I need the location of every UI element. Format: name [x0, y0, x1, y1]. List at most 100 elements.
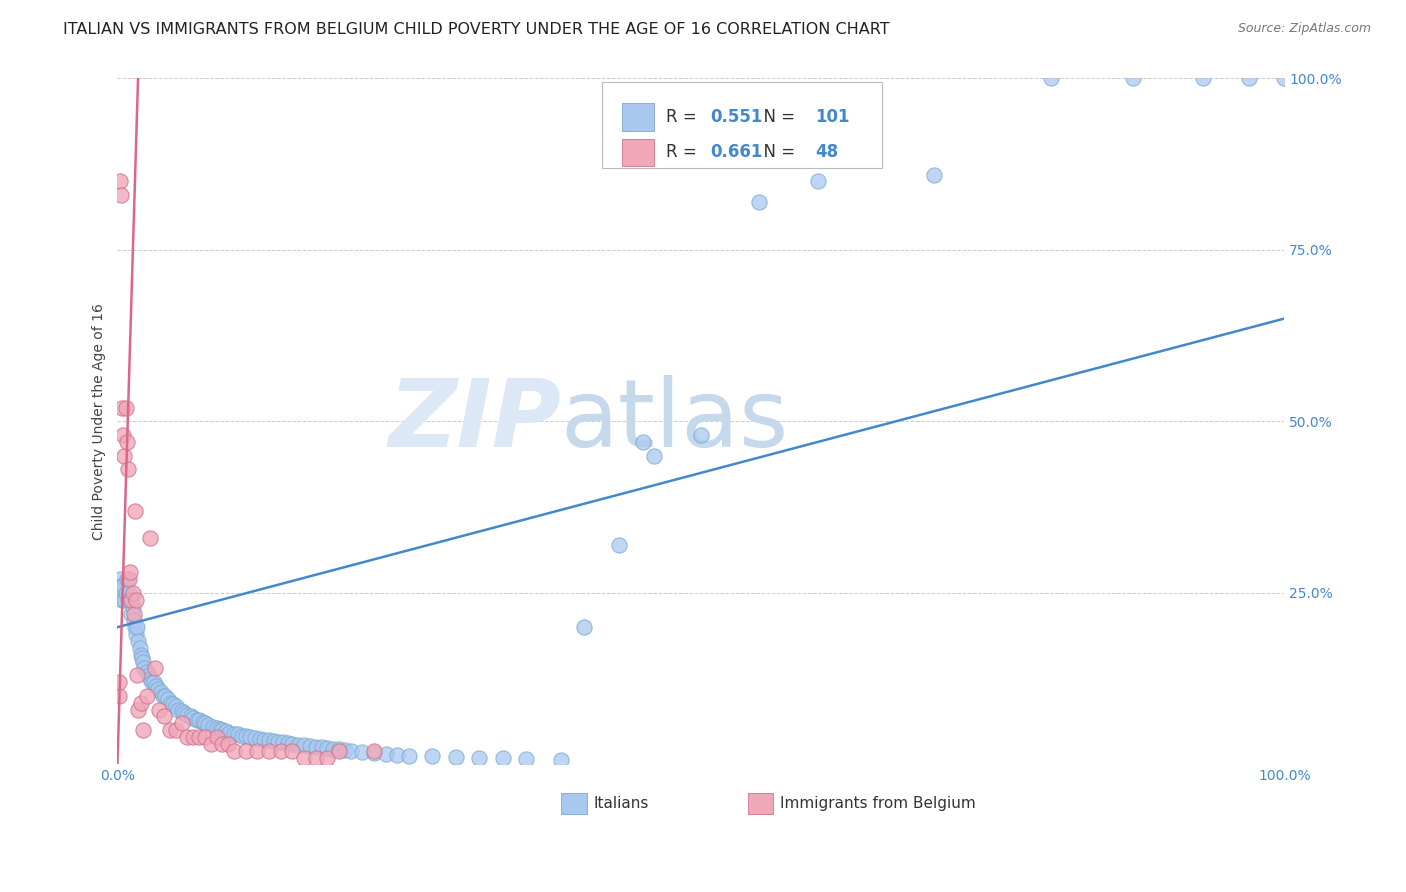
Point	[263, 734, 285, 748]
Text: N =: N =	[754, 144, 801, 161]
FancyBboxPatch shape	[621, 138, 654, 166]
Point	[127, 634, 149, 648]
Point	[160, 696, 183, 710]
Text: 101: 101	[815, 108, 849, 126]
Point	[491, 751, 513, 765]
Point	[202, 720, 225, 734]
Point	[211, 737, 233, 751]
Point	[115, 435, 138, 450]
Point	[200, 737, 222, 751]
Point	[112, 579, 135, 593]
Point	[515, 752, 537, 766]
Point	[120, 566, 142, 580]
Point	[235, 744, 257, 758]
Point	[142, 675, 165, 690]
Point	[129, 648, 152, 662]
Point	[176, 730, 198, 744]
Point	[170, 716, 193, 731]
Point	[363, 744, 385, 758]
Point	[170, 704, 193, 718]
Point	[148, 702, 170, 716]
Point	[114, 586, 136, 600]
Point	[115, 572, 138, 586]
Point	[114, 592, 136, 607]
Point	[114, 449, 136, 463]
Point	[132, 655, 155, 669]
Point	[550, 753, 572, 767]
Point	[444, 750, 467, 764]
Point	[149, 685, 172, 699]
Point	[181, 711, 204, 725]
Point	[305, 739, 328, 754]
Point	[224, 726, 246, 740]
Point	[111, 592, 134, 607]
Point	[128, 640, 150, 655]
Point	[292, 738, 315, 752]
Point	[1122, 71, 1144, 86]
Point	[643, 449, 665, 463]
Point	[121, 599, 143, 614]
Point	[121, 586, 143, 600]
Point	[211, 723, 233, 738]
Point	[253, 732, 276, 747]
Point	[114, 401, 136, 415]
Point	[328, 742, 350, 756]
Point	[205, 730, 228, 744]
Point	[125, 592, 148, 607]
Point	[271, 735, 294, 749]
Point	[267, 735, 290, 749]
Point	[689, 428, 711, 442]
Point	[127, 620, 149, 634]
Point	[110, 579, 132, 593]
Point	[134, 661, 156, 675]
Point	[328, 744, 350, 758]
Point	[108, 174, 131, 188]
Point	[607, 538, 630, 552]
Point	[468, 750, 491, 764]
Point	[257, 733, 280, 747]
Y-axis label: Child Poverty Under the Age of 16: Child Poverty Under the Age of 16	[93, 303, 107, 540]
Text: 0.661: 0.661	[710, 144, 762, 161]
Point	[117, 592, 139, 607]
Point	[191, 714, 214, 729]
Point	[107, 689, 129, 703]
Text: ITALIAN VS IMMIGRANTS FROM BELGIUM CHILD POVERTY UNDER THE AGE OF 16 CORRELATION: ITALIAN VS IMMIGRANTS FROM BELGIUM CHILD…	[63, 22, 890, 37]
Point	[231, 729, 253, 743]
Text: atlas: atlas	[561, 376, 789, 467]
Point	[127, 702, 149, 716]
Point	[922, 168, 945, 182]
Point	[156, 692, 179, 706]
Point	[806, 174, 828, 188]
Point	[1272, 71, 1295, 86]
Point	[139, 531, 162, 545]
Point	[129, 696, 152, 710]
Text: R =: R =	[666, 108, 702, 126]
Point	[152, 689, 174, 703]
Point	[165, 699, 187, 714]
Point	[748, 194, 770, 209]
Point	[1191, 71, 1213, 86]
Point	[311, 740, 333, 755]
FancyBboxPatch shape	[561, 793, 586, 814]
Point	[124, 503, 146, 517]
Point	[118, 586, 141, 600]
Text: N =: N =	[754, 108, 801, 126]
Point	[398, 748, 420, 763]
Point	[138, 668, 160, 682]
Point	[145, 679, 167, 693]
FancyBboxPatch shape	[748, 793, 773, 814]
Point	[124, 620, 146, 634]
Point	[141, 675, 163, 690]
Point	[322, 741, 344, 756]
Text: R =: R =	[666, 144, 702, 161]
Point	[155, 689, 177, 703]
Point	[277, 736, 299, 750]
Point	[1239, 71, 1261, 86]
Point	[131, 651, 153, 665]
Point	[135, 665, 157, 679]
Point	[180, 709, 202, 723]
Point	[139, 672, 162, 686]
Point	[374, 747, 396, 761]
Point	[298, 739, 321, 753]
Point	[224, 744, 246, 758]
